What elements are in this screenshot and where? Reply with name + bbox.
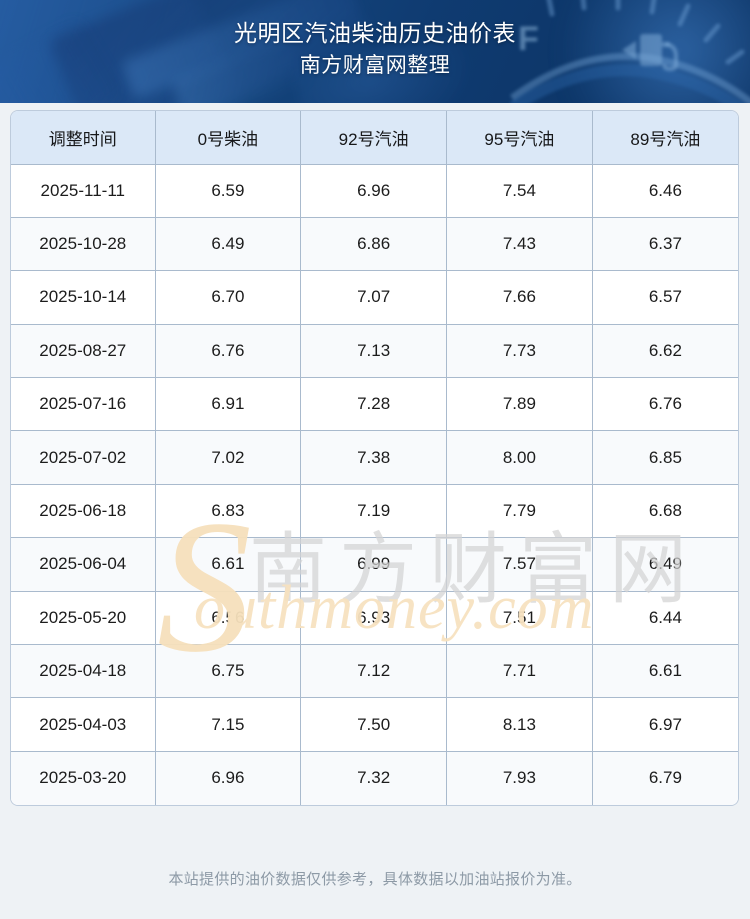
gauge-glow <box>550 0 750 103</box>
table-row[interactable]: 2025-07-02 7.02 7.38 8.00 6.85 <box>11 430 738 485</box>
fuel-pump-icon <box>622 34 678 72</box>
table-row[interactable]: 2025-06-18 6.83 7.19 7.79 6.68 <box>11 484 738 539</box>
cell-gas92: 7.12 <box>300 644 447 699</box>
table-header-row: 调整时间 0号柴油 92号汽油 95号汽油 89号汽油 <box>11 111 738 165</box>
column-header-date[interactable]: 调整时间 <box>11 111 156 165</box>
cell-gas89: 6.37 <box>592 217 738 272</box>
cell-gas95: 7.71 <box>446 644 593 699</box>
table-row[interactable]: 2025-06-04 6.61 6.99 7.57 6.49 <box>11 537 738 592</box>
table-row[interactable]: 2025-05-20 6.56 6.93 7.51 6.44 <box>11 591 738 646</box>
cell-date: 2025-07-02 <box>11 430 156 485</box>
cell-gas89: 6.57 <box>592 270 738 325</box>
cell-gas95: 7.66 <box>446 270 593 325</box>
page-title: 光明区汽油柴油历史油价表 <box>234 20 516 46</box>
banner-background-art: F <box>0 0 750 103</box>
column-header-diesel0[interactable]: 0号柴油 <box>155 111 302 165</box>
page-subtitle: 南方财富网整理 <box>299 54 451 77</box>
cell-gas92: 7.07 <box>300 270 447 325</box>
cell-diesel0: 6.83 <box>155 484 302 539</box>
cell-date: 2025-08-27 <box>11 324 156 379</box>
cell-gas92: 7.38 <box>300 430 447 485</box>
svg-text:F: F <box>518 20 539 58</box>
cell-diesel0: 6.70 <box>155 270 302 325</box>
cell-date: 2025-06-04 <box>11 537 156 592</box>
cell-diesel0: 6.49 <box>155 217 302 272</box>
cell-gas92: 7.19 <box>300 484 447 539</box>
cell-gas95: 7.89 <box>446 377 593 432</box>
cell-gas92: 6.86 <box>300 217 447 272</box>
cell-gas89: 6.68 <box>592 484 738 539</box>
price-table-container: 调整时间 0号柴油 92号汽油 95号汽油 89号汽油 2025-11-11 6.… <box>11 111 738 805</box>
cell-gas92: 6.99 <box>300 537 447 592</box>
table-row[interactable]: 2025-08-27 6.76 7.13 7.73 6.62 <box>11 324 738 379</box>
cell-diesel0: 6.56 <box>155 591 302 646</box>
cell-gas95: 8.00 <box>446 430 593 485</box>
cell-date: 2025-05-20 <box>11 591 156 646</box>
cell-gas89: 6.49 <box>592 537 738 592</box>
cell-gas92: 7.50 <box>300 697 447 752</box>
cell-diesel0: 6.75 <box>155 644 302 699</box>
table-row[interactable]: 2025-04-18 6.75 7.12 7.71 6.61 <box>11 644 738 699</box>
cell-date: 2025-10-28 <box>11 217 156 272</box>
cell-date: 2025-10-14 <box>11 270 156 325</box>
cell-diesel0: 6.59 <box>155 164 302 218</box>
cell-gas92: 6.96 <box>300 164 447 218</box>
cell-gas89: 6.62 <box>592 324 738 379</box>
cell-gas89: 6.79 <box>592 751 738 805</box>
cell-gas89: 6.76 <box>592 377 738 432</box>
cell-date: 2025-07-16 <box>11 377 156 432</box>
cell-gas95: 8.13 <box>446 697 593 752</box>
cell-diesel0: 7.15 <box>155 697 302 752</box>
cell-gas95: 7.79 <box>446 484 593 539</box>
cell-gas92: 6.93 <box>300 591 447 646</box>
column-header-gas92[interactable]: 92号汽油 <box>300 111 447 165</box>
cell-gas89: 6.97 <box>592 697 738 752</box>
cell-gas95: 7.43 <box>446 217 593 272</box>
cell-gas95: 7.73 <box>446 324 593 379</box>
cell-gas92: 7.32 <box>300 751 447 805</box>
cell-date: 2025-03-20 <box>11 751 156 805</box>
disclaimer-note: 本站提供的油价数据仅供参考，具体数据以加油站报价为准。 <box>168 871 582 888</box>
column-header-gas95[interactable]: 95号汽油 <box>446 111 593 165</box>
fuel-gauge-icon: F <box>510 0 750 103</box>
cell-date: 2025-06-18 <box>11 484 156 539</box>
cell-date: 2025-04-03 <box>11 697 156 752</box>
table-row[interactable]: 2025-10-14 6.70 7.07 7.66 6.57 <box>11 270 738 325</box>
cell-gas95: 7.54 <box>446 164 593 218</box>
cell-gas92: 7.13 <box>300 324 447 379</box>
page-banner: F 光明区汽油柴油历史油价表 南方财富网整理 <box>0 0 750 103</box>
cell-date: 2025-11-11 <box>11 164 156 218</box>
cell-gas95: 7.93 <box>446 751 593 805</box>
cell-diesel0: 6.96 <box>155 751 302 805</box>
cell-gas89: 6.44 <box>592 591 738 646</box>
cell-diesel0: 6.61 <box>155 537 302 592</box>
cell-date: 2025-04-18 <box>11 644 156 699</box>
cell-gas89: 6.61 <box>592 644 738 699</box>
cell-gas89: 6.85 <box>592 430 738 485</box>
table-header: 调整时间 0号柴油 92号汽油 95号汽油 89号汽油 <box>11 111 738 165</box>
cell-gas92: 7.28 <box>300 377 447 432</box>
cell-gas95: 7.57 <box>446 537 593 592</box>
cell-diesel0: 7.02 <box>155 430 302 485</box>
cell-diesel0: 6.76 <box>155 324 302 379</box>
table-body: 2025-11-11 6.59 6.96 7.54 6.46 2025-10-28 6.49… <box>11 164 738 805</box>
table-row[interactable]: 2025-07-16 6.91 7.28 7.89 6.76 <box>11 377 738 432</box>
cell-gas89: 6.46 <box>592 164 738 218</box>
table-row[interactable]: 2025-04-03 7.15 7.50 8.13 6.97 <box>11 697 738 752</box>
column-header-gas89[interactable]: 89号汽油 <box>592 111 738 165</box>
table-row[interactable]: 2025-11-11 6.59 6.96 7.54 6.46 <box>11 164 738 218</box>
table-row[interactable]: 2025-10-28 6.49 6.86 7.43 6.37 <box>11 217 738 272</box>
banner-text-block: 光明区汽油柴油历史油价表 南方财富网整理 <box>0 0 750 82</box>
table-row[interactable]: 2025-03-20 6.96 7.32 7.93 6.79 <box>11 751 738 805</box>
cell-diesel0: 6.91 <box>155 377 302 432</box>
cell-gas95: 7.51 <box>446 591 593 646</box>
fuel-price-table: 调整时间 0号柴油 92号汽油 95号汽油 89号汽油 2025-11-11 6.… <box>11 111 738 805</box>
